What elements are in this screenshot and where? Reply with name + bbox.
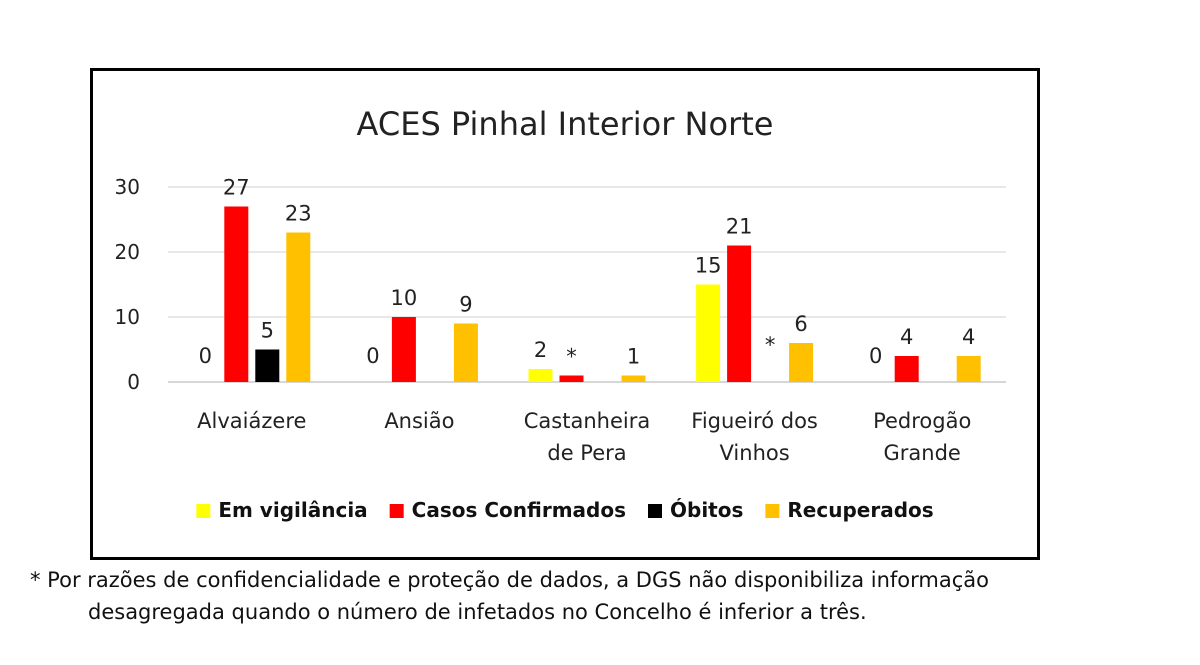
data-label: 23 — [285, 202, 312, 226]
data-label: 15 — [695, 254, 722, 278]
data-label: 5 — [261, 319, 274, 343]
bar — [286, 232, 311, 382]
bar — [528, 369, 553, 382]
data-label: * — [765, 333, 776, 357]
bar — [391, 317, 416, 382]
y-tick-label: 20 — [115, 240, 140, 264]
data-label: 4 — [900, 325, 913, 349]
chart-frame: ACES Pinhal Interior Norte 0 10 20 30 0 27 5 23 A… — [90, 68, 1040, 560]
bar — [255, 349, 280, 382]
bar — [696, 284, 721, 382]
legend-swatch — [648, 504, 662, 518]
bar — [894, 356, 919, 382]
legend-label: Recuperados — [787, 498, 933, 522]
data-label: * — [566, 345, 577, 369]
x-tick-label: Figueiró dos — [691, 409, 818, 433]
data-label: 0 — [366, 344, 379, 368]
chart-svg: ACES Pinhal Interior Norte0102030027523A… — [115, 105, 1006, 522]
data-label: 4 — [962, 325, 975, 349]
legend-swatch — [765, 504, 780, 518]
data-label: 1 — [627, 345, 640, 369]
bar — [789, 343, 814, 382]
footnote-line-1: * Por razões de confidencialidade e prot… — [30, 568, 990, 592]
data-label: 21 — [726, 215, 753, 239]
legend-label: Óbitos — [670, 498, 743, 522]
data-label: 0 — [869, 344, 882, 368]
x-tick-label: Pedrogão — [873, 409, 971, 433]
x-tick-label: Grande — [884, 441, 961, 465]
data-label: 6 — [794, 312, 807, 336]
data-label: 2 — [534, 338, 547, 362]
x-tick-label: Alvaiázere — [197, 409, 306, 433]
x-tick-label: de Pera — [547, 441, 626, 465]
legend-label: Casos Confirmados — [412, 498, 626, 522]
bar — [956, 356, 981, 382]
data-label: 9 — [459, 293, 472, 317]
y-tick-label: 0 — [127, 370, 140, 394]
bar — [453, 323, 478, 382]
bar — [559, 375, 584, 382]
legend-label: Em vigilância — [218, 498, 367, 522]
chart-title: ACES Pinhal Interior Norte — [357, 105, 774, 143]
footnote-line-2: desagregada quando o número de infetados… — [88, 600, 867, 624]
data-label: 0 — [199, 344, 212, 368]
x-tick-label: Ansião — [384, 409, 454, 433]
legend-swatch — [389, 504, 404, 518]
x-tick-label: Vinhos — [720, 441, 790, 465]
x-tick-label: Castanheira — [524, 409, 650, 433]
y-tick-label: 30 — [115, 175, 140, 199]
y-tick-label: 10 — [115, 305, 140, 329]
legend-swatch — [196, 504, 211, 518]
data-label: 27 — [223, 176, 250, 200]
bar — [621, 375, 646, 382]
bar — [224, 206, 249, 382]
bar — [727, 245, 752, 382]
data-label: 10 — [391, 286, 418, 310]
